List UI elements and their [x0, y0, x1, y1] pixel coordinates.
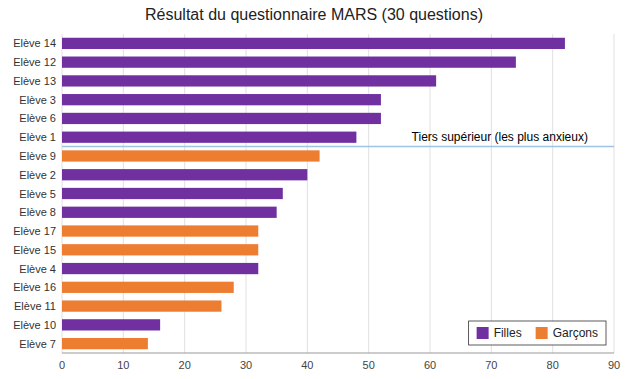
category-label: Elève 3	[19, 94, 56, 106]
bar	[62, 188, 283, 199]
category-label: Elève 14	[13, 37, 56, 49]
bar	[62, 150, 320, 161]
tick-label: 50	[363, 359, 375, 371]
bar	[62, 300, 221, 311]
category-label: Elève 4	[19, 263, 56, 275]
grid-line	[552, 34, 553, 353]
bar	[62, 132, 356, 143]
grid	[62, 34, 614, 353]
tick-label: 70	[485, 359, 497, 371]
bar	[62, 338, 148, 349]
grid-line	[491, 34, 492, 353]
category-label: Elève 12	[13, 56, 56, 68]
tick-label: 80	[547, 359, 559, 371]
bar	[62, 169, 307, 180]
tick-label: 0	[59, 359, 65, 371]
category-label: Elève 1	[19, 131, 56, 143]
tick-label: 30	[240, 359, 252, 371]
legend: Filles Garçons	[469, 321, 606, 345]
separator	[62, 146, 614, 148]
bar	[62, 263, 258, 274]
legend-label: Garçons	[553, 326, 598, 340]
category-label: Elève 5	[19, 188, 56, 200]
category-label: Elève 10	[13, 319, 56, 331]
category-label: Elève 17	[13, 225, 56, 237]
bar	[62, 207, 277, 218]
category-label: Elève 2	[19, 169, 56, 181]
tick-label: 10	[117, 359, 129, 371]
tick-label: 20	[179, 359, 191, 371]
bar	[62, 113, 381, 124]
x-axis-line	[62, 353, 614, 354]
category-label: Elève 7	[19, 338, 56, 350]
bar	[62, 75, 436, 86]
category-label: Elève 11	[14, 300, 56, 312]
category-label: Elève 16	[13, 281, 56, 293]
grid-line	[614, 34, 615, 353]
chart: Résultat du questionnaire MARS (30 quest…	[0, 0, 628, 379]
category-label: Elève 13	[13, 75, 56, 87]
bar	[62, 94, 381, 105]
title: Résultat du questionnaire MARS (30 quest…	[145, 6, 483, 23]
category-label: Elève 15	[13, 244, 56, 256]
category-label: Elève 9	[19, 150, 56, 162]
bar	[62, 38, 565, 49]
bar	[62, 57, 516, 68]
legend-frame	[469, 321, 606, 345]
bar	[62, 282, 234, 293]
bars	[62, 38, 565, 349]
bar	[62, 244, 258, 255]
bar	[62, 225, 258, 236]
tick-label: 60	[424, 359, 436, 371]
tick-label: 90	[608, 359, 620, 371]
bar	[62, 319, 160, 330]
category-label: Elève 6	[19, 112, 56, 124]
legend-swatch	[536, 327, 548, 339]
annotation: Tiers supérieur (les plus anxieux)	[412, 130, 588, 144]
category-label: Elève 8	[19, 206, 56, 218]
legend-label: Filles	[494, 326, 522, 340]
legend-swatch	[477, 327, 489, 339]
tick-label: 40	[301, 359, 313, 371]
